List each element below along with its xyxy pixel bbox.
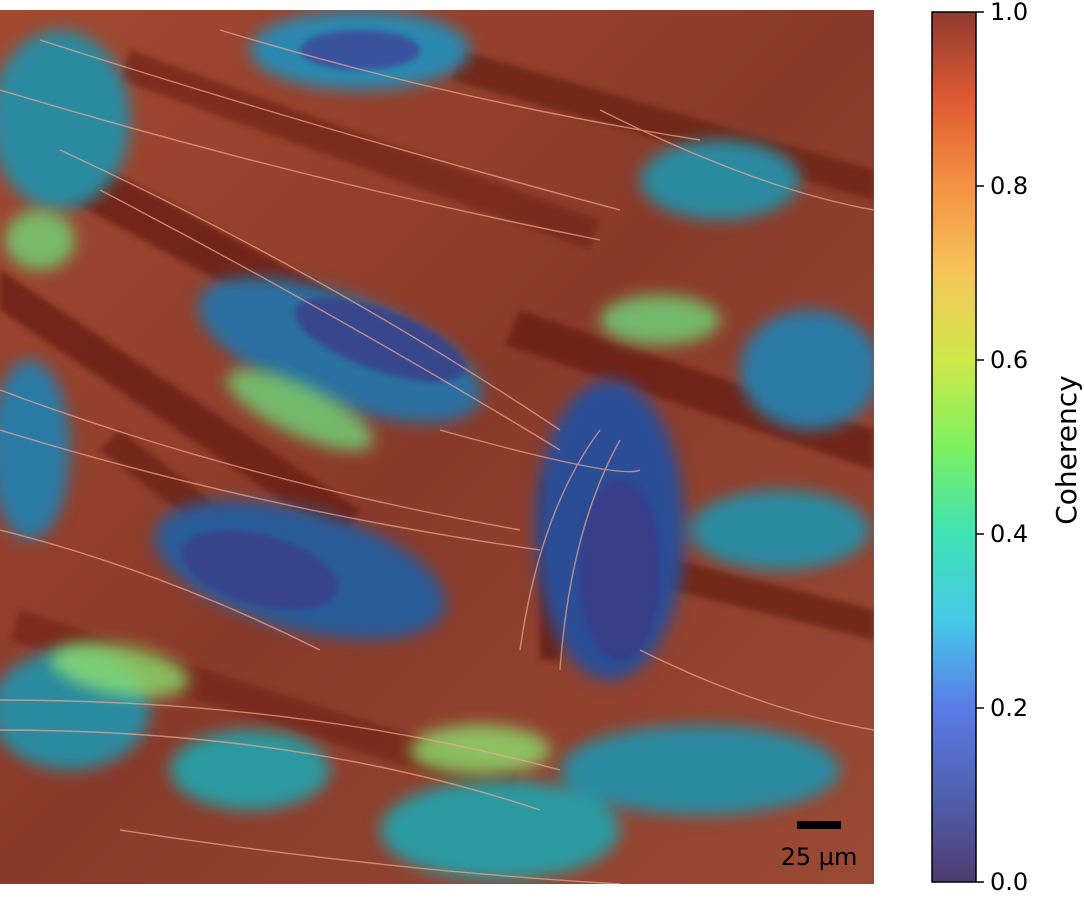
colorbar-tick-label: 0.2 (990, 694, 1028, 722)
colorbar: 0.0 0.2 0.4 0.6 0.8 1.0 Coherency (920, 0, 1084, 900)
colorbar-tick-label: 0.0 (990, 868, 1028, 896)
colorbar-label: Coherency (1050, 375, 1083, 525)
scale-bar (797, 821, 841, 829)
micrograph-image: 25 µm (0, 10, 874, 884)
colorbar-tick-label: 0.4 (990, 520, 1028, 548)
colorbar-gradient (931, 11, 977, 883)
colorbar-tick-label: 0.6 (990, 346, 1028, 374)
colorbar-tick-label: 1.0 (990, 0, 1028, 26)
scale-bar-label: 25 µm (781, 843, 858, 871)
colorbar-tick-label: 0.8 (990, 172, 1028, 200)
